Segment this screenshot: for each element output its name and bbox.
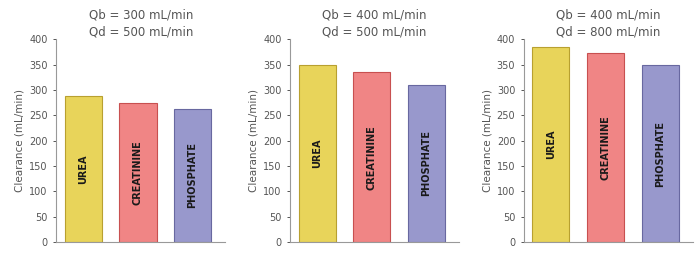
Text: CREATININE: CREATININE [601,115,610,180]
Title: Qb = 300 mL/min
Qd = 500 mL/min: Qb = 300 mL/min Qd = 500 mL/min [88,9,193,38]
Y-axis label: Clearance (mL/min): Clearance (mL/min) [482,89,493,192]
Text: PHOSPHATE: PHOSPHATE [188,142,197,208]
Text: CREATININE: CREATININE [367,125,377,190]
Bar [174,109,211,242]
Bar [587,53,624,242]
Title: Qb = 400 mL/min
Qd = 800 mL/min: Qb = 400 mL/min Qd = 800 mL/min [556,9,661,38]
Bar [642,65,679,242]
Title: Qb = 400 mL/min
Qd = 500 mL/min: Qb = 400 mL/min Qd = 500 mL/min [322,9,427,38]
Bar [532,47,570,242]
Text: UREA: UREA [546,130,556,159]
Text: PHOSPHATE: PHOSPHATE [655,121,665,187]
Y-axis label: Clearance (mL/min): Clearance (mL/min) [248,89,259,192]
Bar [408,84,445,242]
Text: PHOSPHATE: PHOSPHATE [421,130,431,196]
Text: UREA: UREA [78,154,88,184]
Y-axis label: Clearance (mL/min): Clearance (mL/min) [15,89,25,192]
Bar [298,65,336,242]
Bar [120,103,157,242]
Text: UREA: UREA [312,139,322,168]
Bar [354,72,391,242]
Text: CREATININE: CREATININE [133,140,143,205]
Bar [64,96,102,242]
